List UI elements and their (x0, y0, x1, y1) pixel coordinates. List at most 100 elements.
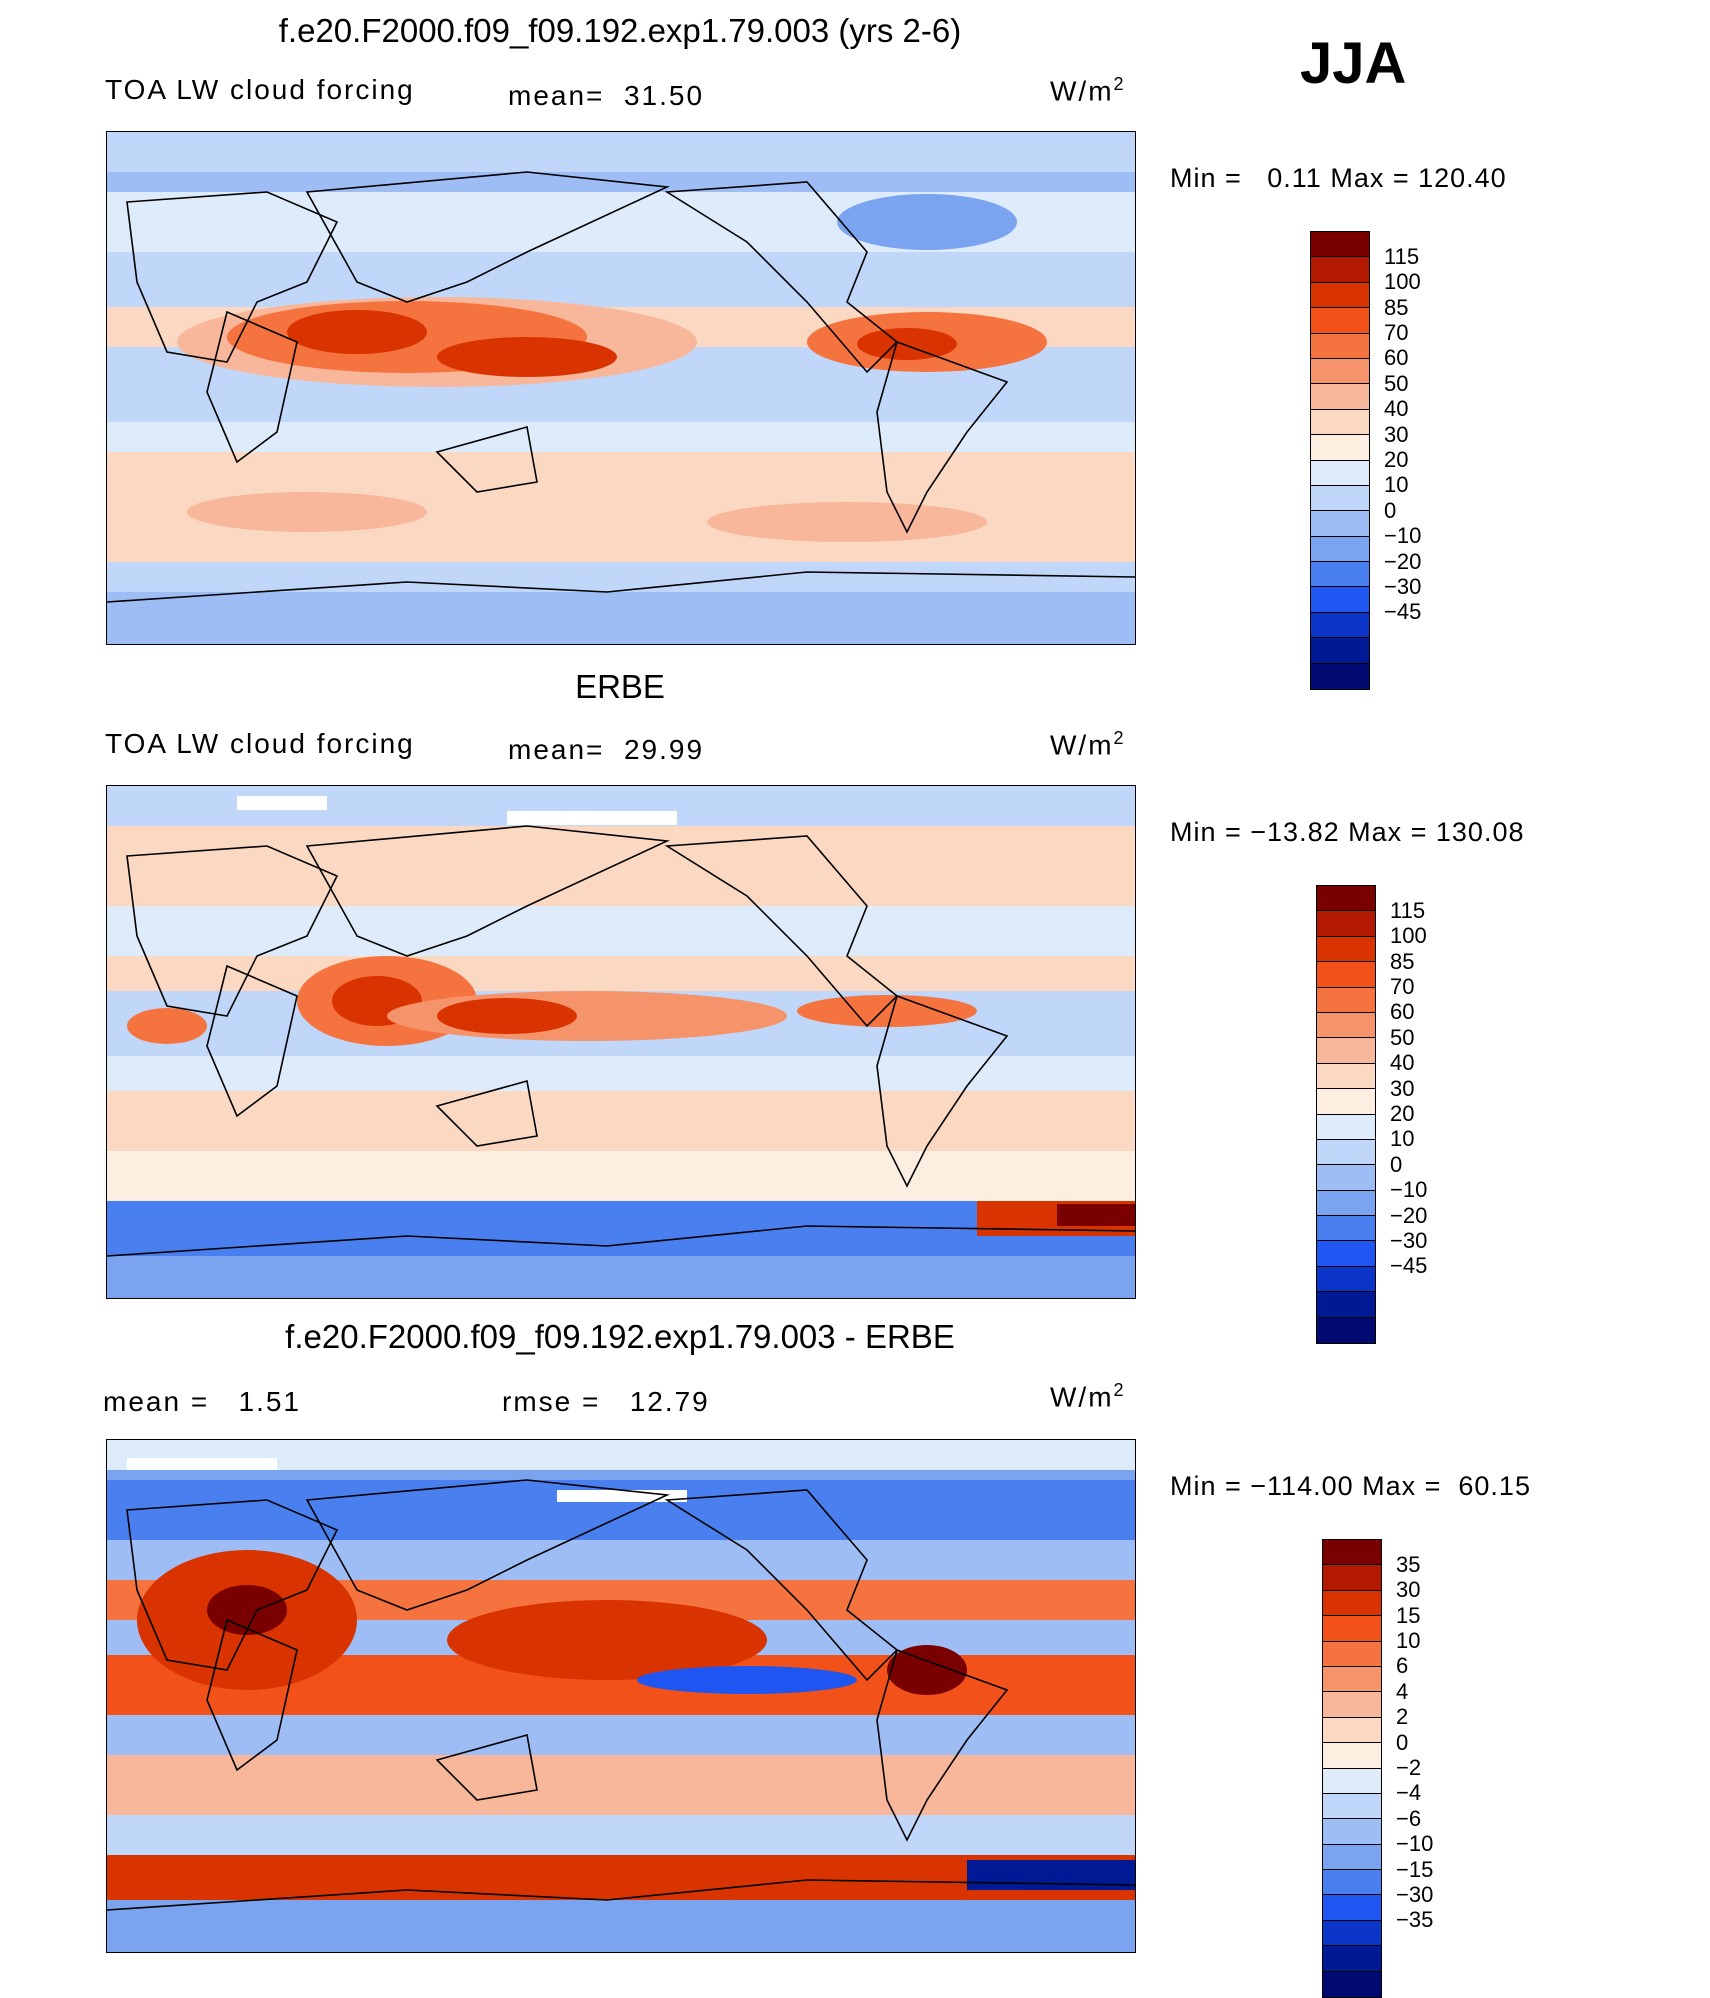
colorbar-tick-label: −30 (1390, 1227, 1428, 1253)
colorbar-tick-label: −6 (1396, 1805, 1422, 1831)
colorbar-swatch (1317, 1317, 1375, 1344)
colorbar-swatch (1317, 1165, 1375, 1191)
season-label: JJA (1300, 31, 1407, 96)
colorbar-swatch (1323, 1870, 1381, 1896)
colorbar-tick-label: 100 (1384, 269, 1421, 295)
colorbar-tick-label: 10 (1390, 1126, 1415, 1152)
colorbar-swatch (1323, 1768, 1381, 1794)
colorbar-swatch (1317, 1292, 1375, 1318)
colorbar-tick-label: −4 (1396, 1780, 1422, 1806)
panel-3-mean-label: mean = 1.51 (103, 1386, 302, 1417)
colorbar-swatch (1311, 308, 1369, 334)
colorbar-swatch (1317, 1114, 1375, 1140)
panel-2-units: W/m2 (1050, 728, 1126, 761)
colorbar-tick-label: 100 (1390, 923, 1427, 949)
panel-3-minmax: Min = −114.00 Max = 60.15 (1170, 1471, 1531, 1501)
colorbar-swatch (1311, 409, 1369, 436)
panel-3-title: f.e20.F2000.f09_f09.192.exp1.79.003 - ER… (285, 1318, 955, 1355)
colorbar-swatch (1311, 587, 1369, 613)
colorbar-swatch (1311, 435, 1369, 461)
colorbar-tick-label: 35 (1396, 1551, 1421, 1577)
panel-2-variable-label: TOA LW cloud forcing (105, 728, 415, 759)
panel-3-rmse-label: rmse = 12.79 (502, 1386, 710, 1417)
colorbar-swatch (1311, 257, 1369, 283)
panel-2-mean-label: mean= 29.99 (508, 734, 705, 765)
colorbar-tick-label: 0 (1390, 1151, 1403, 1177)
colorbar-swatch (1317, 1241, 1375, 1267)
panel-1-mean-label: mean= 31.50 (508, 80, 705, 111)
panel-2-colorbar (1316, 885, 1376, 1345)
colorbar-tick-label: 70 (1390, 973, 1415, 999)
colorbar-swatch (1317, 1089, 1375, 1115)
panel-1-minmax: Min = 0.11 Max = 120.40 (1170, 163, 1507, 193)
panel-1-units: W/m2 (1050, 74, 1126, 107)
colorbar-tick-label: 30 (1396, 1577, 1421, 1603)
colorbar-tick-label: 60 (1384, 345, 1409, 371)
colorbar-tick-label: −2 (1396, 1754, 1422, 1780)
colorbar-tick-label: 6 (1396, 1653, 1409, 1679)
colorbar-tick-label: −30 (1396, 1881, 1434, 1907)
panel-3-units: W/m2 (1050, 1380, 1126, 1413)
colorbar-swatch (1311, 460, 1369, 486)
colorbar-swatch (1323, 1819, 1381, 1845)
colorbar-swatch (1311, 485, 1369, 512)
colorbar-swatch (1323, 1946, 1381, 1972)
colorbar-swatch (1323, 1895, 1381, 1921)
colorbar-tick-label: 15 (1396, 1602, 1421, 1628)
colorbar-swatch (1323, 1717, 1381, 1744)
colorbar-swatch (1323, 1793, 1381, 1820)
colorbar-swatch (1311, 333, 1369, 359)
colorbar-tick-label: 40 (1384, 396, 1409, 422)
colorbar-swatch (1311, 536, 1369, 563)
colorbar-swatch (1311, 638, 1369, 664)
colorbar-tick-label: 30 (1390, 1075, 1415, 1101)
colorbar-swatch (1317, 1190, 1375, 1217)
colorbar-tick-label: 10 (1384, 472, 1409, 498)
panel-2-minmax: Min = −13.82 Max = 130.08 (1170, 817, 1525, 847)
colorbar-tick-label: −10 (1384, 523, 1422, 549)
colorbar-swatch (1317, 1266, 1375, 1293)
colorbar-swatch (1323, 1616, 1381, 1642)
colorbar-swatch (1323, 1565, 1381, 1591)
colorbar-tick-label: 40 (1390, 1050, 1415, 1076)
colorbar-swatch (1311, 282, 1369, 309)
colorbar-swatch (1323, 1971, 1381, 1998)
panel-1-colorbar (1310, 231, 1370, 691)
panel-3-colorbar (1322, 1539, 1382, 1998)
colorbar-tick-label: 20 (1384, 446, 1409, 472)
colorbar-swatch (1323, 1743, 1381, 1769)
colorbar-tick-label: 85 (1384, 294, 1409, 320)
colorbar-swatch (1317, 1038, 1375, 1064)
colorbar-tick-label: 10 (1396, 1627, 1421, 1653)
colorbar-swatch (1323, 1844, 1381, 1871)
colorbar-swatch (1323, 1590, 1381, 1617)
colorbar-tick-label: 0 (1396, 1729, 1409, 1755)
panel-1-variable-label: TOA LW cloud forcing (105, 74, 415, 105)
panel-3-map (106, 1439, 1136, 1953)
colorbar-swatch (1323, 1666, 1381, 1693)
colorbar-swatch (1323, 1641, 1381, 1667)
colorbar-tick-label: 2 (1396, 1704, 1409, 1730)
colorbar-swatch (1311, 384, 1369, 410)
colorbar-swatch (1311, 511, 1369, 537)
colorbar-swatch (1323, 1540, 1381, 1566)
colorbar-swatch (1323, 1692, 1381, 1718)
panel-2-map (106, 785, 1136, 1299)
colorbar-swatch (1311, 663, 1369, 690)
colorbar-tick-label: 115 (1384, 243, 1420, 269)
colorbar-tick-label: 20 (1390, 1100, 1415, 1126)
colorbar-tick-label: −15 (1396, 1856, 1434, 1882)
colorbar-swatch (1317, 1063, 1375, 1090)
colorbar-tick-label: −10 (1390, 1177, 1428, 1203)
panel-2-map-field (107, 786, 1135, 1298)
colorbar-tick-label: −45 (1384, 599, 1422, 625)
panel-1-map-field (107, 132, 1135, 644)
colorbar-tick-label: 85 (1390, 948, 1415, 974)
colorbar-tick-label: 0 (1384, 497, 1397, 523)
colorbar-swatch (1311, 358, 1369, 385)
colorbar-tick-label: 50 (1384, 370, 1409, 396)
panel-2-title: ERBE (575, 668, 665, 705)
colorbar-tick-label: 70 (1384, 319, 1409, 345)
colorbar-swatch (1317, 987, 1375, 1013)
colorbar-tick-label: 60 (1390, 999, 1415, 1025)
